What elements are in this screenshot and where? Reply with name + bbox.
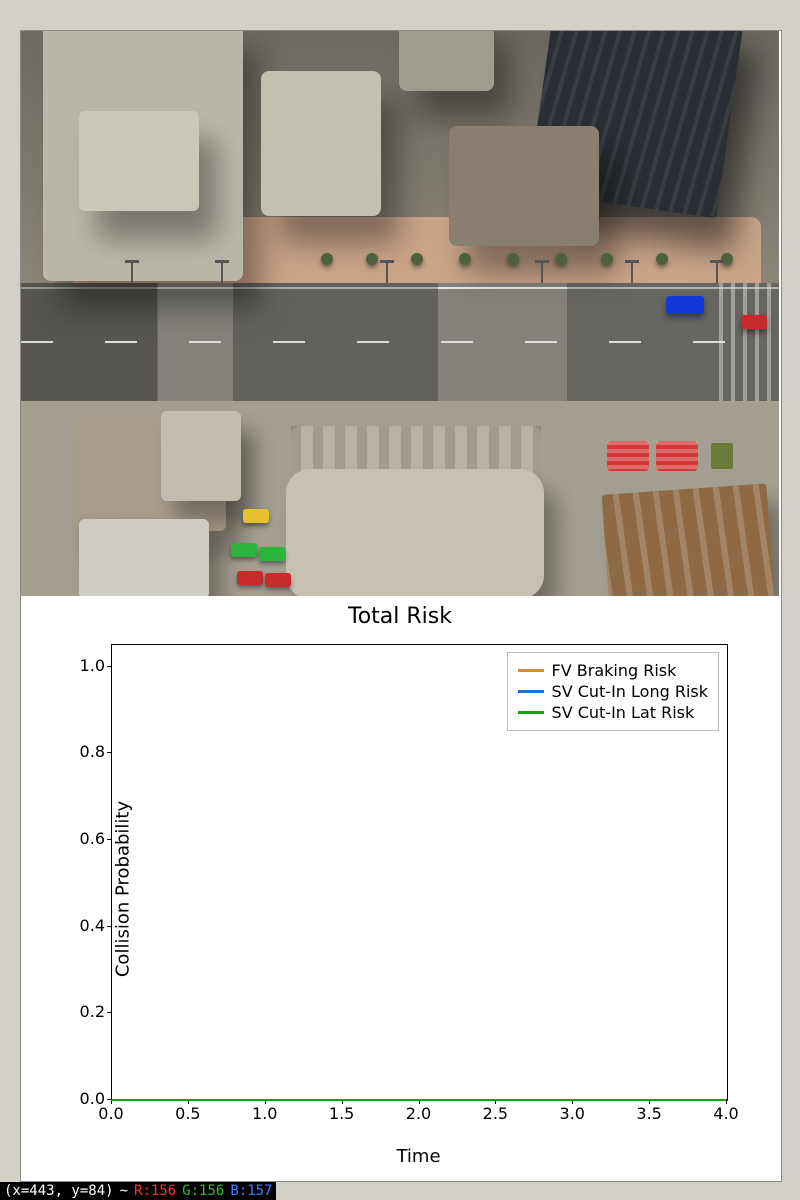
xtick-label: 3.0 — [552, 1104, 592, 1123]
street-lamp — [131, 263, 133, 283]
awning-red — [607, 441, 649, 471]
street-lamp — [541, 263, 543, 283]
xtick-label: 4.0 — [706, 1104, 746, 1123]
street-lamp — [221, 263, 223, 283]
pedestrian-crossing — [719, 283, 779, 407]
tree-icon — [555, 253, 567, 265]
building-bottom-center — [286, 469, 544, 596]
risk-chart: Total Risk Collision Probability Time 0.… — [21, 596, 779, 1181]
tree-icon — [411, 253, 423, 265]
ytick-label: 0.4 — [55, 916, 105, 935]
xtick-label: 2.0 — [399, 1104, 439, 1123]
parked-car — [259, 547, 285, 561]
chart-xlabel: Time — [111, 1146, 726, 1167]
status-b-label: B: — [230, 1183, 247, 1199]
parked-car — [237, 571, 263, 585]
parked-car — [243, 509, 269, 523]
ytick-label: 1.0 — [55, 656, 105, 675]
xtick-label: 3.5 — [629, 1104, 669, 1123]
building-top-right — [449, 126, 599, 246]
legend-swatch — [518, 711, 544, 714]
building-top-mid — [261, 71, 381, 216]
ytick-label: 0.8 — [55, 742, 105, 761]
ytick-label: 0.2 — [55, 1002, 105, 1021]
parked-car — [231, 543, 257, 557]
figure-window: Total Risk Collision Probability Time 0.… — [20, 30, 782, 1182]
tree-icon — [721, 253, 733, 265]
tree-icon — [366, 253, 378, 265]
legend-label: SV Cut-In Long Risk — [552, 682, 708, 701]
ytick-label: 0.6 — [55, 829, 105, 848]
legend-swatch — [518, 690, 544, 693]
awning-red — [656, 441, 698, 471]
status-sep: ~ — [120, 1183, 128, 1199]
street-lamp — [631, 263, 633, 283]
legend-label: SV Cut-In Lat Risk — [552, 703, 695, 722]
status-r-value: 156 — [151, 1183, 176, 1199]
status-coords: (x=443, y=84) — [4, 1183, 114, 1199]
xtick-label: 0.5 — [168, 1104, 208, 1123]
status-bar: (x=443, y=84) ~ R:156 G:156 B:157 — [0, 1182, 276, 1200]
building-bottom-left-a — [79, 519, 209, 596]
series-line — [111, 1099, 726, 1101]
xtick-label: 2.5 — [475, 1104, 515, 1123]
xtick-label: 0.0 — [91, 1104, 131, 1123]
legend-swatch — [518, 669, 544, 672]
street-lamp — [716, 263, 718, 283]
simulation-aerial-view — [21, 31, 779, 596]
parked-car — [265, 573, 291, 587]
legend-item: SV Cut-In Lat Risk — [518, 703, 708, 722]
status-b-value: 157 — [247, 1183, 272, 1199]
dumpster — [711, 443, 733, 469]
legend-label: FV Braking Risk — [552, 661, 677, 680]
xtick-label: 1.0 — [245, 1104, 285, 1123]
chart-legend: FV Braking Risk SV Cut-In Long Risk SV Cut… — [507, 652, 719, 731]
tree-icon — [507, 253, 519, 265]
building-bottom-right — [602, 483, 776, 596]
building-bottom-left-b — [161, 411, 241, 501]
tree-icon — [459, 253, 471, 265]
vehicle-red — [741, 315, 767, 329]
chart-title: Total Risk — [21, 604, 779, 629]
tree-icon — [321, 253, 333, 265]
tree-icon — [656, 253, 668, 265]
xtick-label: 1.5 — [322, 1104, 362, 1123]
legend-item: SV Cut-In Long Risk — [518, 682, 708, 701]
lane-markings — [21, 341, 779, 343]
building-top-small — [399, 31, 494, 91]
status-g-value: 156 — [199, 1183, 224, 1199]
street-lamp — [386, 263, 388, 283]
status-r-label: R: — [134, 1183, 151, 1199]
tree-icon — [601, 253, 613, 265]
legend-item: FV Braking Risk — [518, 661, 708, 680]
building-top-left-roof — [79, 111, 199, 211]
status-g-label: G: — [182, 1183, 199, 1199]
vehicle-blue — [666, 296, 704, 314]
